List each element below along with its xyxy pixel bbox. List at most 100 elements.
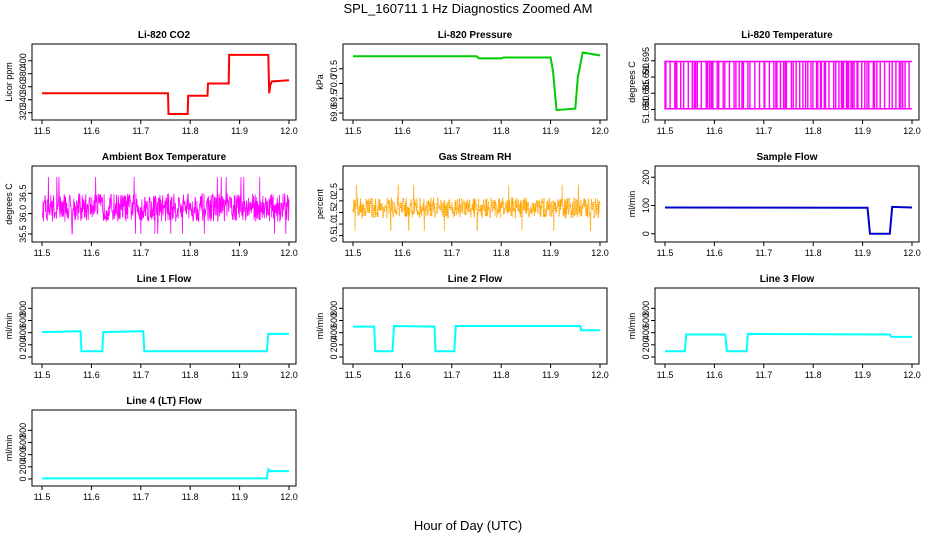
y-tick-label: 0	[329, 354, 339, 359]
y-tick-label: 69.0	[329, 104, 339, 122]
series-band	[665, 60, 912, 63]
x-tick-label: 12.0	[903, 370, 921, 380]
plot-frame	[654, 43, 920, 121]
x-tick-label: 12.0	[591, 370, 609, 380]
x-tick-label: 11.5	[657, 126, 674, 136]
data-layer	[665, 332, 912, 353]
y-tick-label: 200	[18, 337, 28, 352]
y-tick-label: 0	[18, 476, 28, 481]
y-tick-label: 70.0	[329, 75, 339, 93]
data-layer	[664, 60, 912, 110]
y-tick-label: 51.685	[641, 79, 651, 107]
panel-pressure: Li-820 Pressure 11.5 11.6 11.7 11.8 11.9 12.0 6…	[315, 30, 609, 136]
panel-rh: Gas Stream RH 11.5 11.6 11.7 11.8 11.9 12.0 0.5…	[315, 152, 609, 258]
y-tick-label: 51.690	[641, 63, 651, 91]
x-tick-label: 11.6	[83, 370, 100, 380]
x-tick-label: 11.7	[132, 370, 149, 380]
series-line	[41, 177, 290, 235]
x-tick-label: 11.5	[34, 370, 51, 380]
y-axis-label: ml/min	[4, 313, 14, 340]
panel-title: Li-820 Temperature	[741, 30, 833, 41]
series-band	[665, 108, 912, 110]
x-tick-label: 12.0	[591, 248, 609, 258]
figure-title: SPL_160711 1 Hz Diagnostics Zoomed AM	[343, 1, 593, 16]
series-line	[41, 330, 289, 353]
series-line	[664, 205, 913, 235]
plot-frame	[31, 287, 297, 365]
y-tick-label: 0	[641, 354, 651, 359]
data-layer	[41, 330, 289, 353]
data-layer	[352, 184, 601, 231]
y-tick-label: 2.5	[329, 183, 339, 196]
y-tick-label: 400	[329, 325, 339, 340]
x-tick-label: 11.6	[83, 492, 100, 502]
x-tick-label: 11.7	[443, 126, 460, 136]
y-tick-label: 400	[18, 53, 28, 68]
y-tick-label: 0	[18, 354, 28, 359]
x-tick-label: 11.7	[755, 126, 772, 136]
x-tick-label: 11.6	[706, 248, 723, 258]
x-tick-label: 11.8	[493, 126, 510, 136]
panel-co2: Li-820 CO2 11.5 11.6 11.7 11.8 11.9 12.0 320340…	[4, 30, 298, 136]
y-axis-label: kPa	[315, 74, 325, 90]
x-tick-label: 11.7	[755, 248, 772, 258]
y-tick-label: 400	[641, 325, 651, 340]
y-tick-label: 600	[18, 435, 28, 450]
x-tick-label: 12.0	[280, 126, 298, 136]
x-tick-label: 11.5	[657, 370, 674, 380]
panel-sample: Sample Flow 11.5 11.6 11.7 11.8 11.9 12.0 0 100 2…	[627, 152, 921, 258]
panel-title: Li-820 Pressure	[438, 30, 513, 41]
plot-frame	[654, 287, 920, 365]
series-line	[353, 51, 601, 112]
y-tick-label: 800	[18, 301, 28, 316]
x-tick-label: 11.5	[657, 248, 674, 258]
y-tick-label: 69.5	[329, 90, 339, 108]
panel-title: Sample Flow	[756, 152, 817, 163]
x-tick-label: 11.7	[443, 248, 460, 258]
series-line	[42, 467, 289, 480]
x-tick-label: 11.5	[34, 248, 51, 258]
panel-title: Gas Stream RH	[439, 152, 512, 163]
x-tick-label: 11.9	[854, 248, 871, 258]
x-tick-label: 11.8	[805, 248, 822, 258]
series-line	[665, 332, 912, 353]
x-tick-label: 11.8	[182, 248, 199, 258]
x-tick-label: 11.6	[706, 126, 723, 136]
y-tick-label: 51.680	[641, 96, 651, 124]
y-tick-label: 360	[18, 79, 28, 94]
x-tick-label: 11.8	[805, 370, 822, 380]
y-tick-label: 600	[641, 313, 651, 328]
y-tick-label: 36.0	[18, 205, 28, 223]
y-tick-label: 380	[18, 66, 28, 81]
y-tick-label: 200	[641, 337, 651, 352]
y-tick-label: 2.0	[329, 195, 339, 208]
data-layer	[353, 51, 601, 112]
data-layer	[353, 324, 600, 353]
x-tick-label: 11.5	[345, 370, 362, 380]
x-tick-label: 11.8	[182, 370, 199, 380]
panel-title: Line 1 Flow	[137, 274, 192, 285]
panel-ambient: Ambient Box Temperature 11.5 11.6 11.7 11.8 1…	[4, 152, 298, 258]
x-tick-label: 11.7	[755, 370, 772, 380]
y-axis-label: ml/min	[4, 435, 14, 462]
plot-frame	[31, 43, 297, 121]
x-tick-label: 11.6	[394, 370, 411, 380]
plot-frame	[342, 287, 608, 365]
y-tick-label: 70.5	[329, 60, 339, 78]
y-tick-label: 600	[329, 313, 339, 328]
y-tick-label: 600	[18, 313, 28, 328]
y-tick-label: 35.5	[18, 225, 28, 243]
x-tick-label: 12.0	[591, 126, 609, 136]
y-axis-label: ml/min	[315, 313, 325, 340]
y-tick-label: 320	[18, 105, 28, 120]
y-tick-label: 36.5	[18, 185, 28, 203]
series-line	[353, 324, 600, 353]
x-tick-label: 12.0	[903, 126, 921, 136]
series-line	[42, 53, 290, 115]
panel-title: Line 4 (LT) Flow	[126, 396, 202, 407]
panel-title: Ambient Box Temperature	[102, 152, 227, 163]
y-tick-label: 100	[641, 198, 651, 213]
x-tick-label: 12.0	[280, 492, 298, 502]
x-tick-label: 11.7	[132, 248, 149, 258]
y-tick-label: 51.695	[641, 47, 651, 75]
